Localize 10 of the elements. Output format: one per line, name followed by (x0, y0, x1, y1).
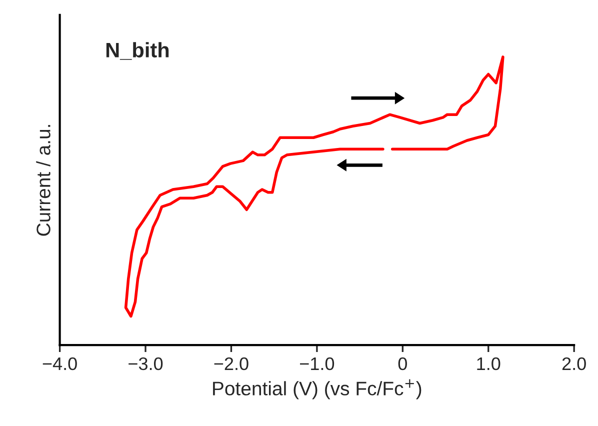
x-tick-label: −2.0 (214, 357, 248, 370)
x-tick-label: −1.0 (300, 357, 334, 370)
x-axis-title: Potential (V) (vs Fc/Fc$^{+}$) (213, 379, 422, 400)
y-axis-title: Current / a.u. (36, 125, 50, 236)
x-tick-label: 1.0 (477, 357, 500, 370)
x-tick-label: −3.0 (128, 357, 163, 370)
x-tick-label: 2.0 (562, 357, 586, 370)
chart-title: N_bith (106, 42, 169, 60)
x-tick-label: −4.0 (42, 357, 77, 370)
x-tick-label: 0 (398, 357, 407, 370)
